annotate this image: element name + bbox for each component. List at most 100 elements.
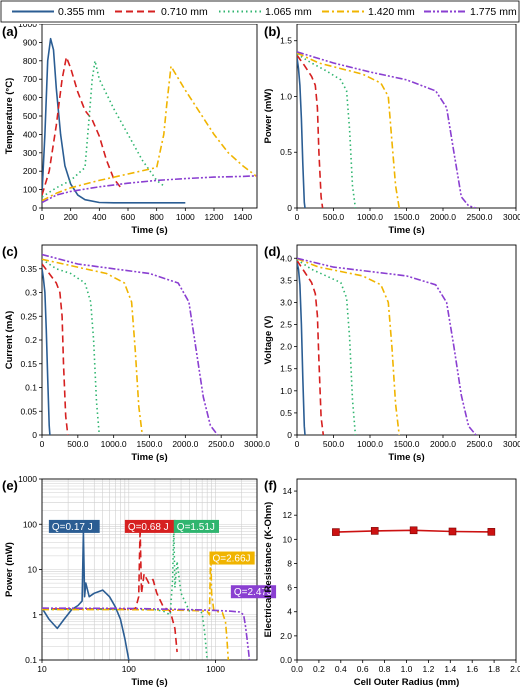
x-tick-label: 1000.0 [357,212,383,222]
y-tick-label: 900 [23,37,37,47]
x-tick-label: 1500.0 [394,439,420,449]
x-tick-label: 0 [295,439,300,449]
x-tick-label: 100 [122,664,136,674]
x-axis-label: Time (s) [131,225,167,236]
y-tick-label: 10 [283,534,293,544]
y-tick-label: 100 [23,185,37,195]
x-tick-label: 1.6 [466,664,478,674]
legend-label-3: 1.420 mm [368,6,415,18]
y-tick-label: 0.5 [280,408,292,418]
x-tick-label: 2000.0 [172,439,198,449]
y-tick-label: 8 [287,558,292,568]
x-axis-label: Time (s) [131,677,167,688]
x-axis-label: Time (s) [388,452,424,463]
series-line-3 [42,550,230,660]
x-tick-label: 500.0 [323,439,345,449]
plot-frame [41,244,258,436]
figure: 0 200 400 600 800 1000 1200 1400 0 100 200 300 400 50… [0,19,520,694]
x-tick-label: 0 [40,439,45,449]
legend-box: 0.355 mm 0.710 mm 1.065 mm 1.420 mm 1.775 mm [0,0,520,23]
x-tick-label: 1.2 [422,664,434,674]
series-line-2 [297,53,357,208]
y-tick-label: 1000 [18,474,37,484]
y-tick-label: 0.25 [20,311,37,321]
series-line-0 [297,57,306,208]
series-line-2 [297,258,357,435]
y-axis-label: Temperature (°C) [4,78,15,154]
legend: 0.355 mm 0.710 mm 1.065 mm 1.420 mm 1.775 mm [0,0,520,24]
data-point [332,528,340,536]
figure-svg: 0 200 400 600 800 1000 1200 1400010020030040050… [2,19,520,688]
series-group [42,253,219,435]
y-tick-label: 0.3 [25,288,37,298]
y-tick-label: 0.2 [25,335,37,345]
x-tick-label: 0.2 [313,664,325,674]
x-tick-label: 1.4 [444,664,456,674]
data-point [487,528,496,536]
x-tick-label: 800 [150,212,164,222]
annotation-box-2 [173,519,219,533]
y-tick-label: 0 [287,430,292,440]
y-axis-label: Current (mA) [4,311,15,370]
y-tick-label: 0.35 [20,264,37,274]
x-tick-label: 1.8 [488,664,500,674]
x-tick-label: 2000.0 [430,212,456,222]
plot-frame [296,23,517,209]
data-point [370,527,379,535]
x-tick-label: 2500.0 [467,439,493,449]
series-line-1 [42,56,123,196]
panel-0: 0 200 400 600 800 1000 1200 1400 0 100 200 300 400 50… [2,19,258,236]
panel-label: (a) [2,24,18,39]
x-tick-label: 1000 [176,212,195,222]
panel-2: 0 500.0 1000.0 1500.0 2000.0 2500.0 3000.0 0 0.0… [2,244,270,463]
x-tick-label: 0.6 [357,664,369,674]
panel-label: (d) [264,244,281,259]
y-axis-label: Power (mW) [4,542,15,597]
x-tick-label: 0.8 [379,664,391,674]
y-tick-label: 0.5 [280,147,292,157]
plot-frame [296,244,517,436]
x-tick-label: 3000.0 [503,439,520,449]
x-tick-label: 0 [295,212,300,222]
series-line-4 [42,253,219,435]
y-tick-label: 2.5 [280,320,292,330]
panel-1: 0 500.0 1000.0 1500.0 2000.0 2500.0 3000.0 0 0.5… [263,23,520,236]
x-tick-label: 0.4 [335,664,347,674]
legend-label-4: 1.775 mm [470,6,517,18]
series-line-3 [42,258,144,435]
series-line-0 [42,268,51,435]
series-line-3 [297,257,400,435]
y-tick-label: 1.0 [280,386,292,396]
y-tick-label: 1.0 [280,91,292,101]
x-tick-label: 500.0 [67,439,89,449]
y-tick-label: 0.0 [280,655,292,665]
annotation-label-2: Q=1.51J [177,522,215,533]
y-tick-label: 800 [23,56,37,66]
legend-label-1: 0.710 mm [161,6,208,18]
legend-label-2: 1.065 mm [265,6,312,18]
y-tick-label: 4 [287,607,292,617]
x-tick-label: 1000.0 [101,439,127,449]
annotation-box-4 [230,585,277,599]
series-line-3 [42,65,257,202]
x-tick-label: 1.0 [401,664,413,674]
series-group [42,37,257,204]
y-tick-label: 4.0 [280,253,292,263]
annotation-label-4: Q=2.47J [234,587,272,598]
y-tick-label: 2.0 [280,631,292,641]
y-tick-label: 400 [23,129,37,139]
y-tick-label: 12 [283,510,293,520]
x-tick-label: 500.0 [323,212,345,222]
y-tick-label: 10 [28,565,38,575]
y-axis-label: Electrical Resistance (K-Ohm) [263,502,274,638]
data-point [409,526,418,535]
series-group [42,526,251,660]
y-tick-label: 2.0 [280,342,292,352]
y-tick-label: 1.5 [280,364,292,374]
series-line-0 [297,262,306,435]
series-group [297,51,477,208]
annotation-box-1 [124,519,176,533]
y-tick-label: 0.05 [20,406,37,416]
series-line-4 [297,257,477,435]
y-tick-label: 600 [23,93,37,103]
